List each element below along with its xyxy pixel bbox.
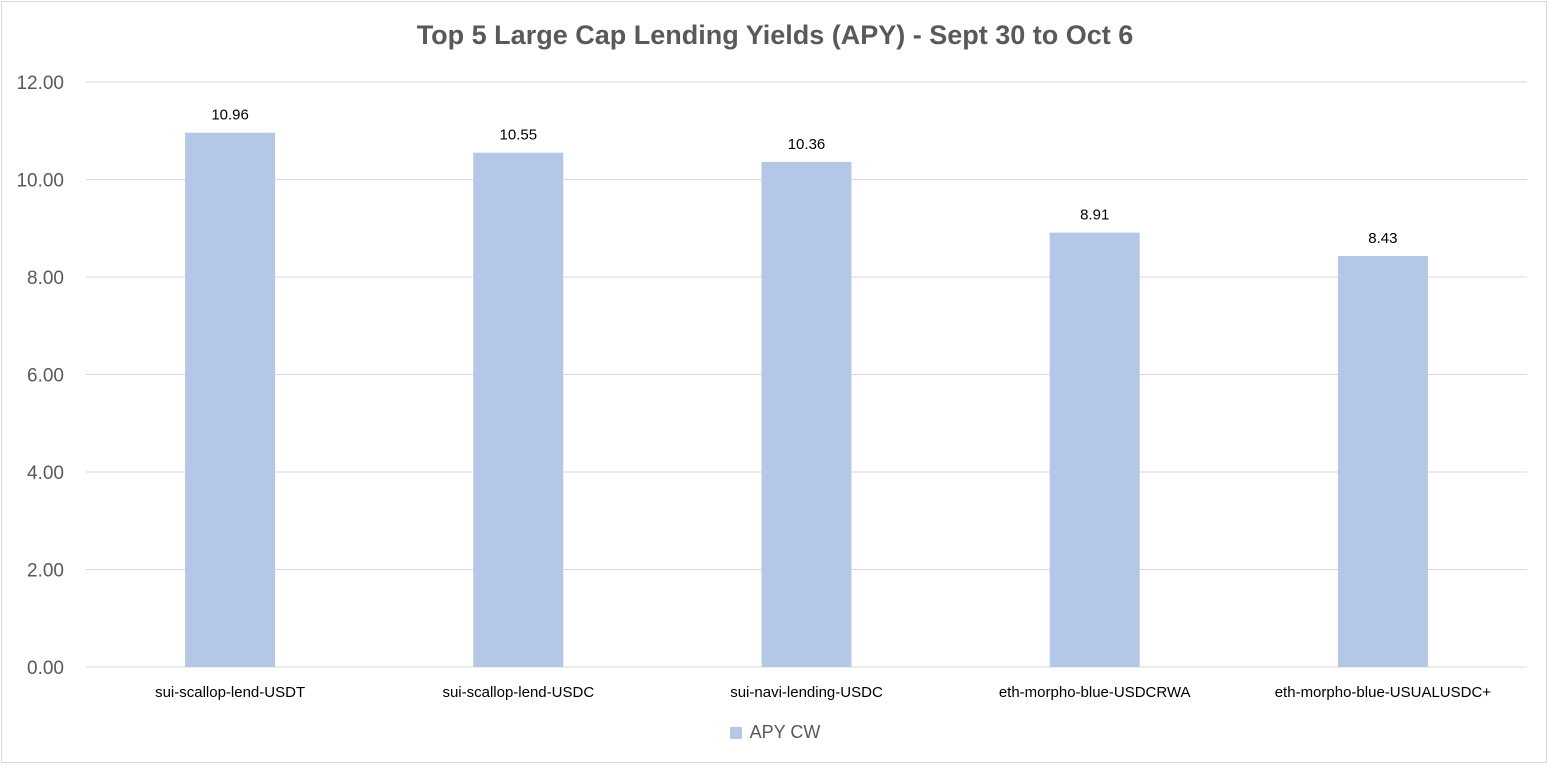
y-tick-label: 12.00 [16,73,64,94]
data-label: 10.55 [500,127,538,144]
bar [1049,232,1140,667]
bar [761,161,852,667]
y-tick-label: 10.00 [16,171,64,192]
x-tick-label: sui-navi-lending-USDC [730,684,883,701]
data-label: 10.36 [788,136,826,153]
y-tick-label: 2.00 [27,561,64,582]
legend: APY CW [0,722,1550,743]
chart-title: Top 5 Large Cap Lending Yields (APY) - S… [416,20,1134,50]
data-label: 8.43 [1368,230,1397,247]
data-label: 8.91 [1080,207,1109,224]
y-tick-label: 0.00 [27,658,64,679]
x-tick-label: eth-morpho-blue-USUALUSDC+ [1275,684,1492,701]
bar [1337,256,1428,667]
x-tick-label: eth-morpho-blue-USDCRWA [999,684,1191,701]
y-tick-label: 6.00 [27,366,64,387]
bar [185,132,276,667]
data-label: 10.96 [211,107,249,124]
legend-label: APY CW [749,722,821,742]
legend-swatch [729,726,742,739]
x-tick-label: sui-scallop-lend-USDC [442,684,594,701]
y-tick-label: 8.00 [27,268,64,289]
y-tick-label: 4.00 [27,463,64,484]
bar [473,152,564,667]
x-tick-label: sui-scallop-lend-USDT [155,684,305,701]
